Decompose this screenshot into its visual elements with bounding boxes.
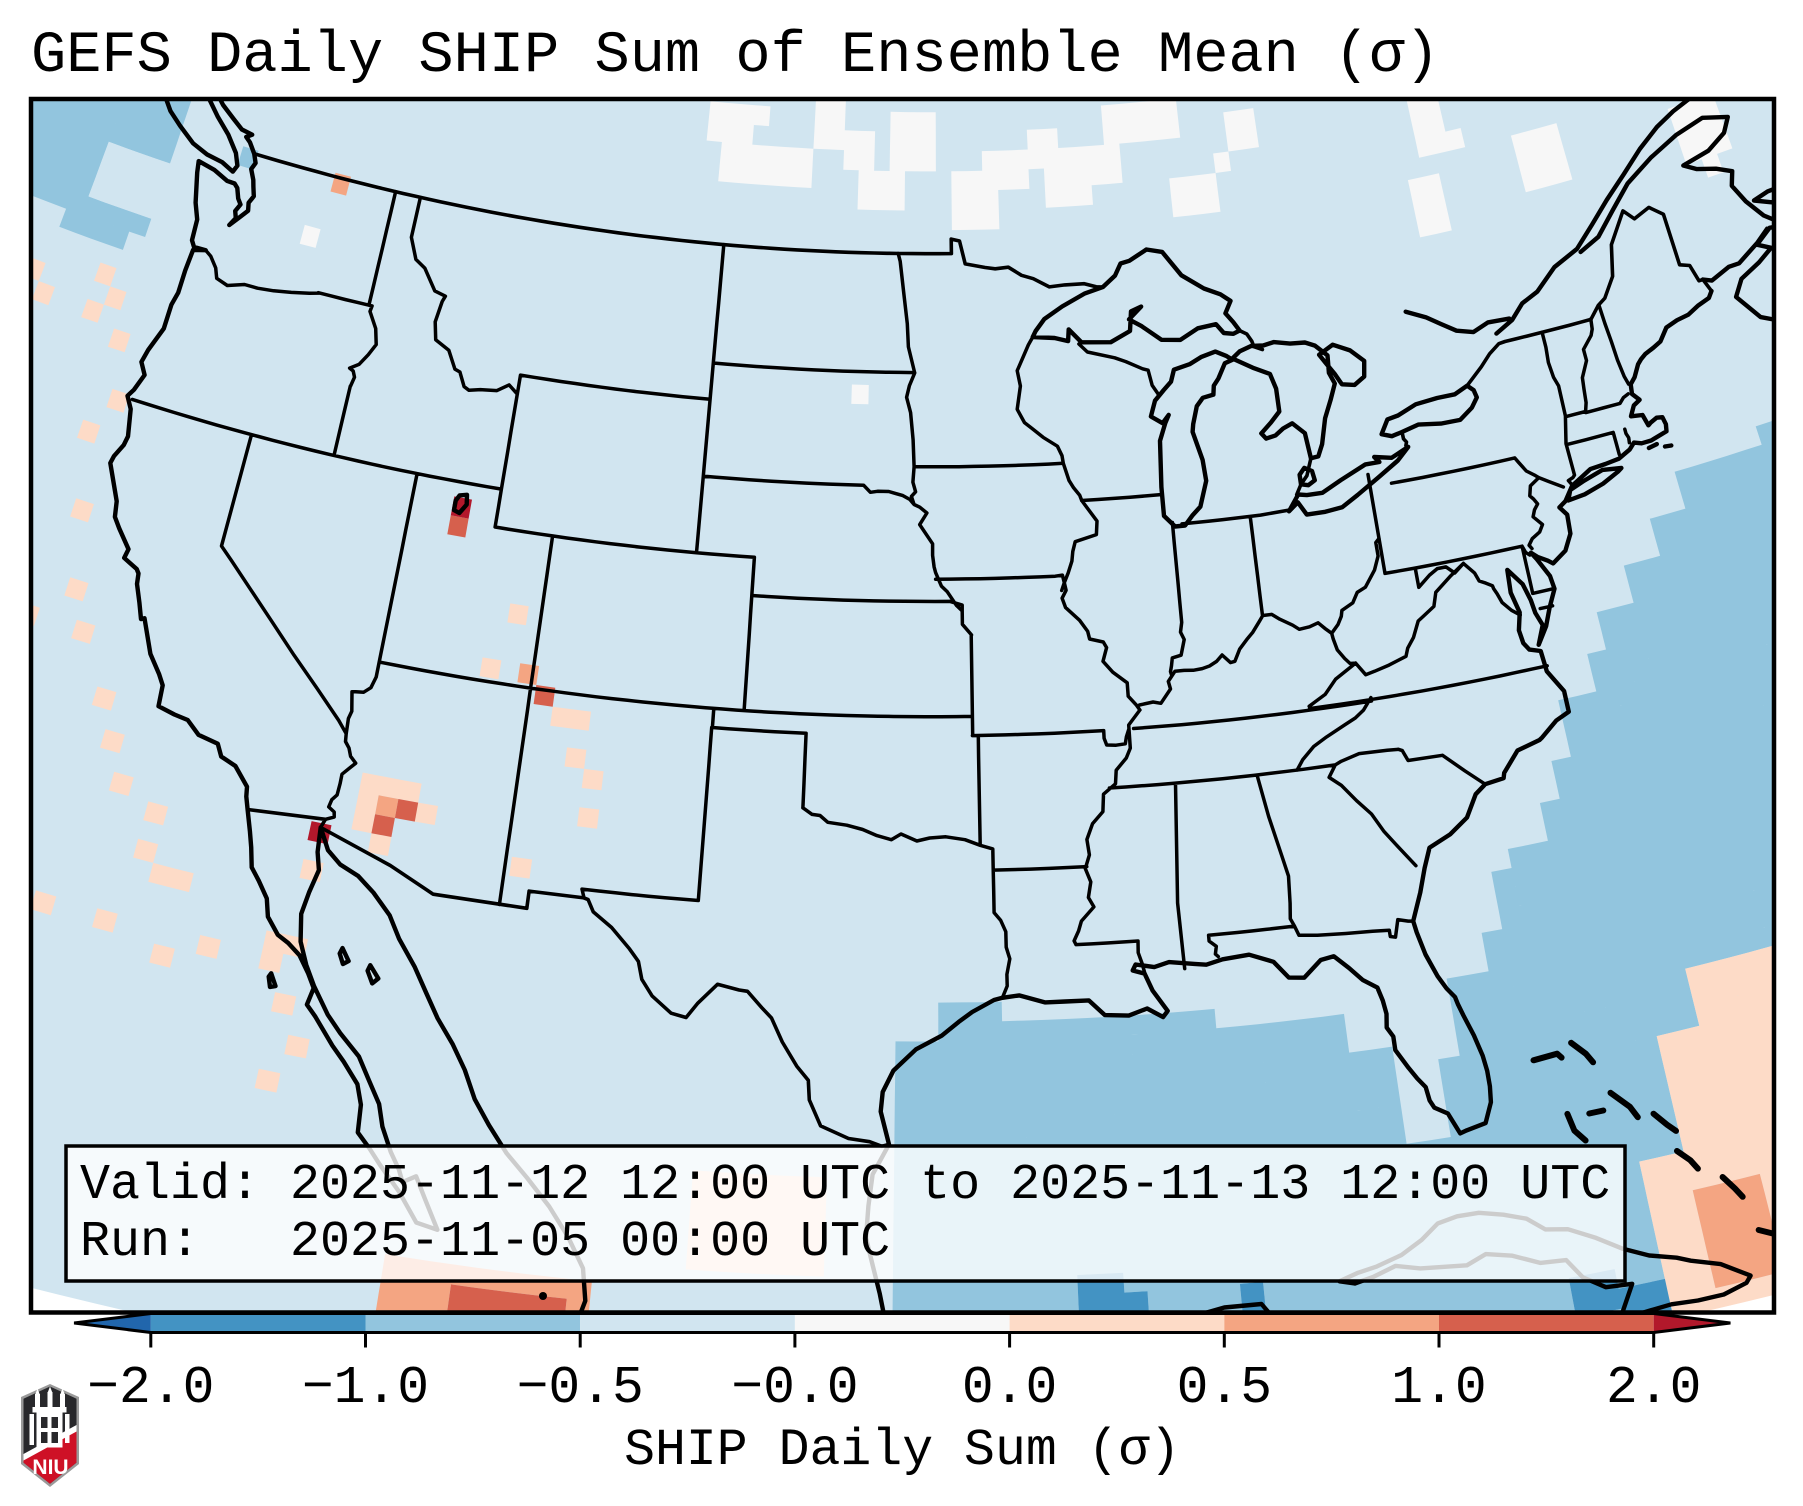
- svg-text:0.0: 0.0: [962, 1358, 1057, 1418]
- svg-text:Valid: 2025-11-12 12:00 UTC to: Valid: 2025-11-12 12:00 UTC to 2025-11-1…: [80, 1157, 1610, 1214]
- svg-text:SHIP Daily Sum (σ): SHIP Daily Sum (σ): [624, 1422, 1180, 1480]
- svg-text:−0.0: −0.0: [731, 1358, 858, 1418]
- svg-text:GEFS Daily SHIP Sum of Ensembl: GEFS Daily SHIP Sum of Ensemble Mean (σ): [31, 22, 1440, 89]
- svg-text:1.0: 1.0: [1391, 1358, 1486, 1418]
- svg-text:−1.0: −1.0: [302, 1358, 429, 1418]
- svg-text:0.5: 0.5: [1177, 1358, 1272, 1418]
- svg-text:−0.5: −0.5: [517, 1358, 644, 1418]
- svg-text:NIU: NIU: [32, 1456, 68, 1479]
- svg-text:Run: 2025-11-05 00:00 UTC: Run: 2025-11-05 00:00 UTC: [80, 1214, 890, 1271]
- svg-text:−2.0: −2.0: [87, 1358, 214, 1418]
- svg-text:2.0: 2.0: [1606, 1358, 1701, 1418]
